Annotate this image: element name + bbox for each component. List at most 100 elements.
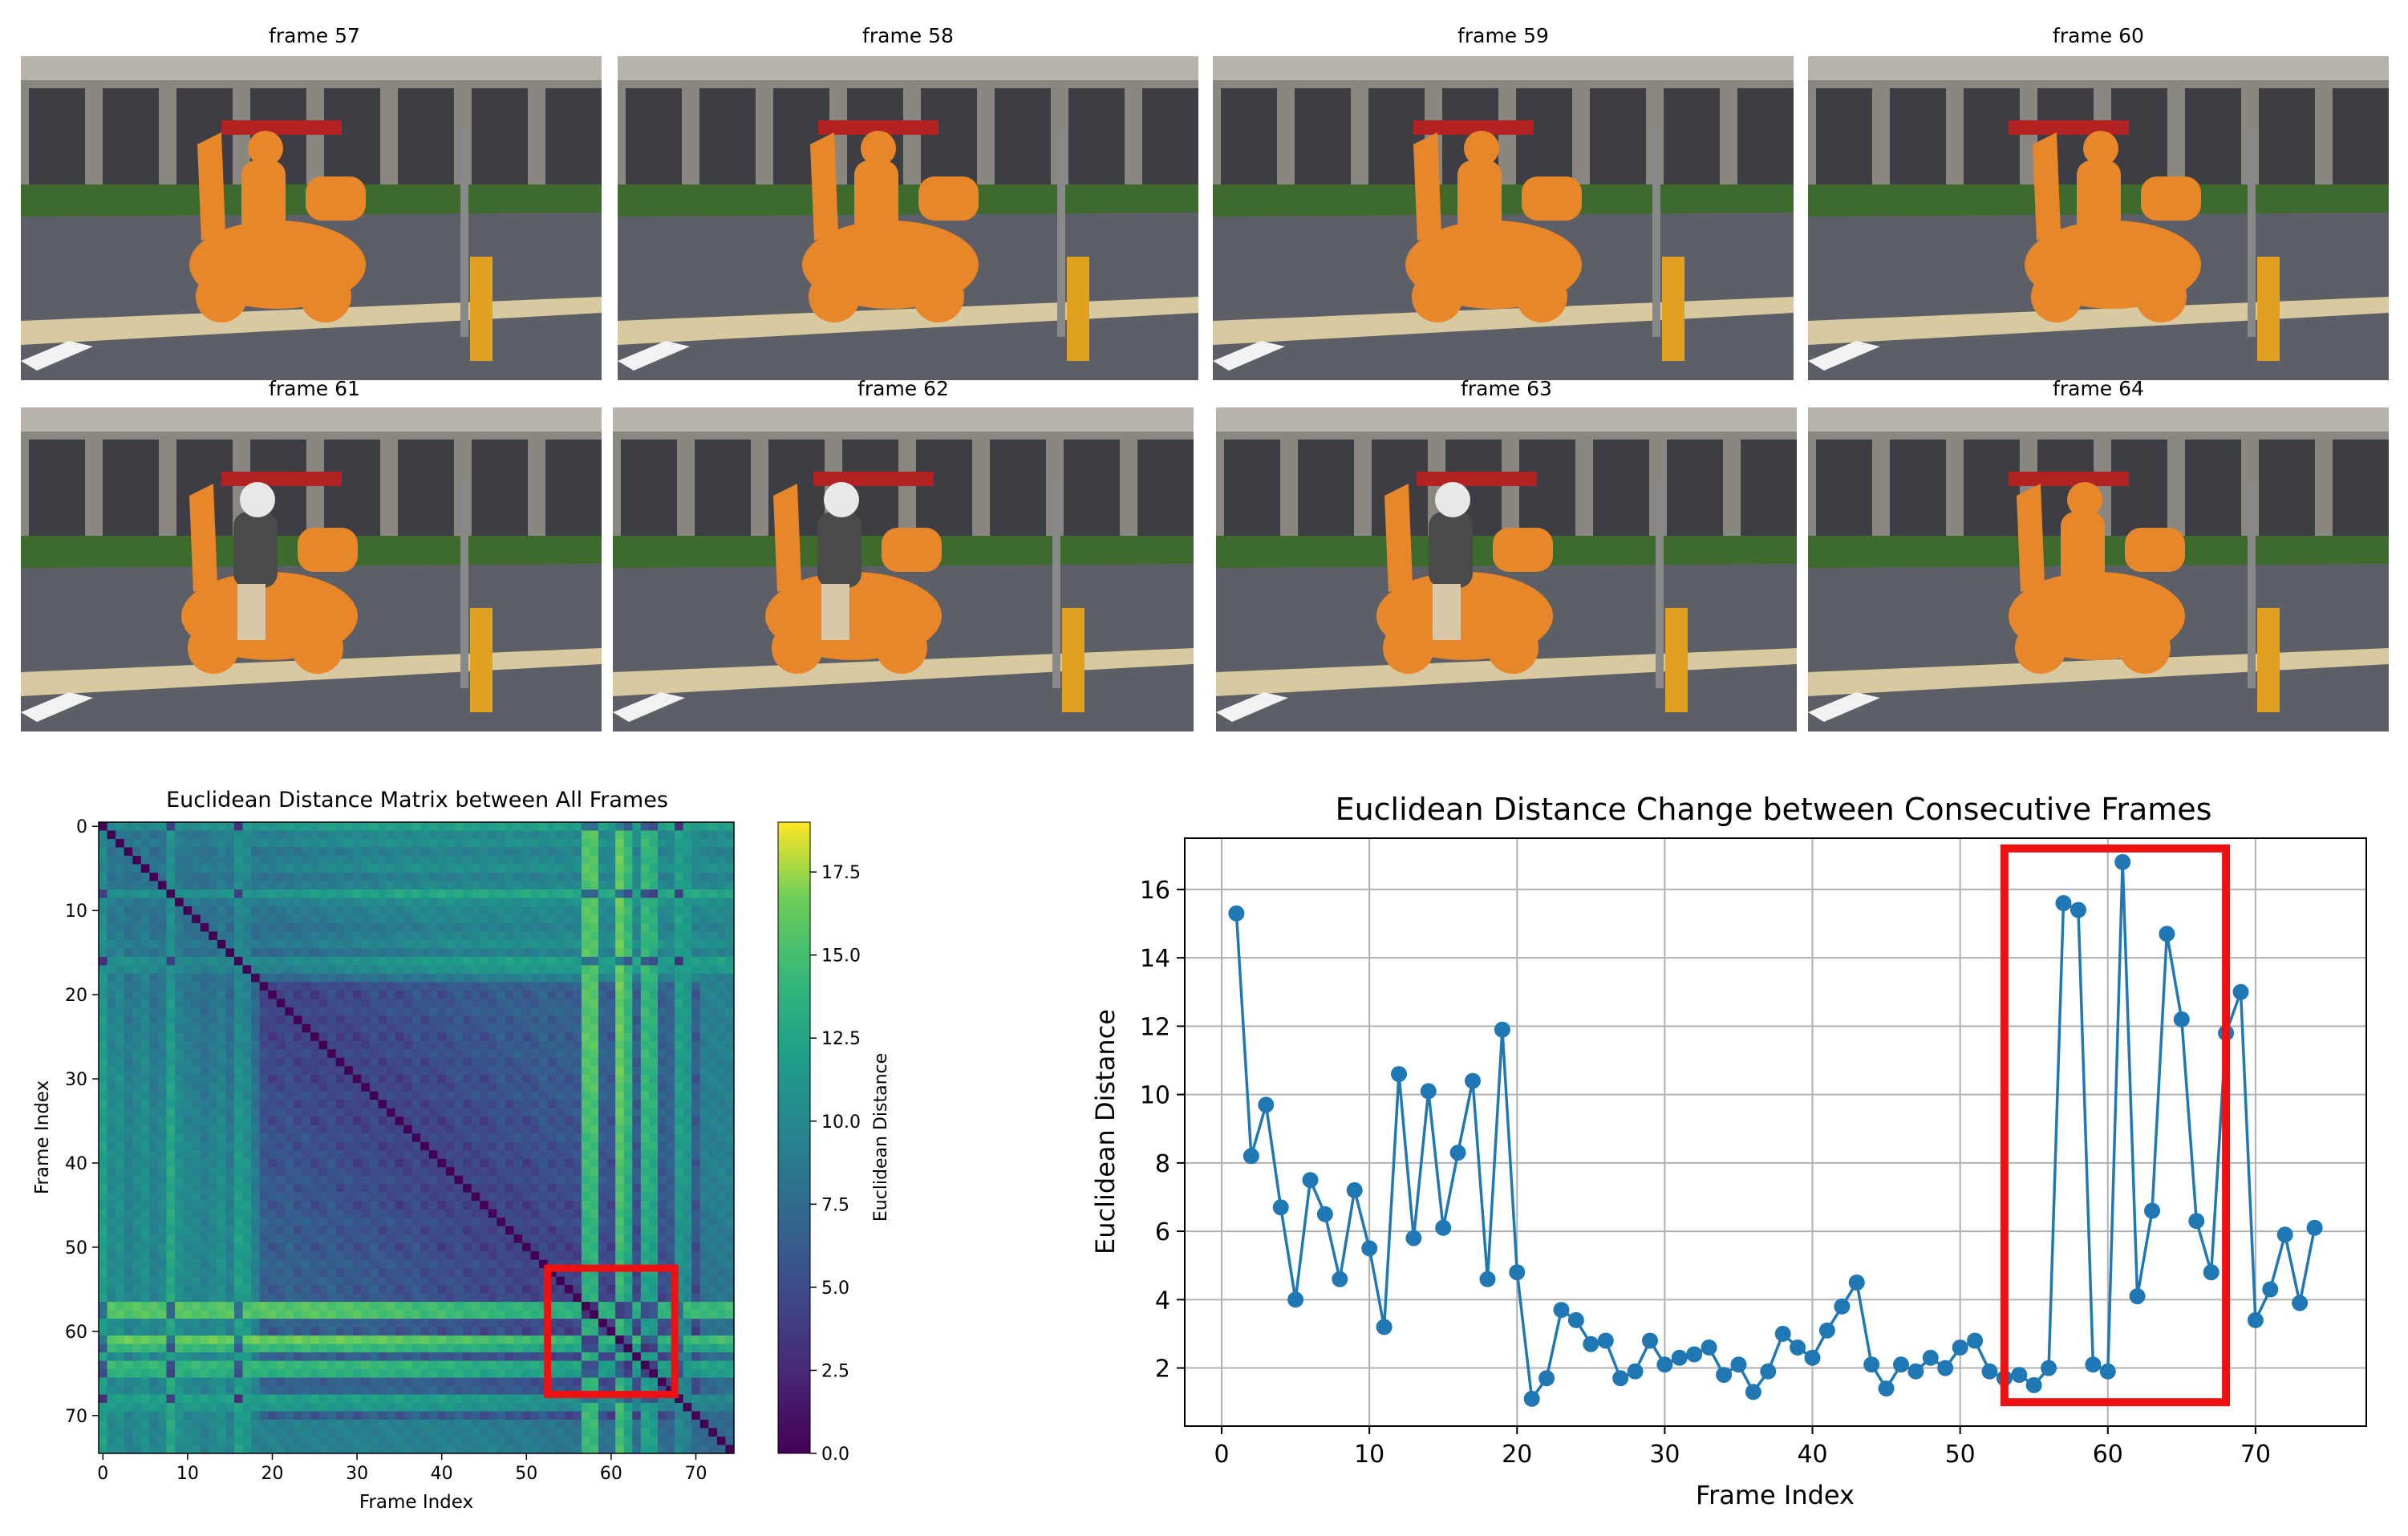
- heatmap-cell: [99, 864, 107, 873]
- heatmap-cell: [623, 1040, 633, 1050]
- heatmap-cell: [539, 1310, 549, 1319]
- heatmap-cell: [116, 982, 125, 991]
- heatmap-cell: [437, 1015, 447, 1025]
- heatmap-cell: [387, 1167, 395, 1177]
- heatmap-cell: [352, 1023, 362, 1033]
- heatmap-cell: [233, 1141, 243, 1151]
- heatmap-cell: [539, 1091, 549, 1100]
- heatmap-cell: [598, 1040, 607, 1050]
- heatmap-cell: [192, 847, 201, 857]
- heatmap-cell: [675, 898, 684, 907]
- top-case: [2125, 528, 2185, 572]
- heatmap-cell: [683, 889, 692, 898]
- heatmap-cell: [268, 1015, 278, 1025]
- heatmap-cell: [200, 1327, 209, 1336]
- heatmap-cell: [378, 1091, 387, 1100]
- heatmap-cell: [657, 1201, 667, 1210]
- heatmap-cell: [411, 1032, 421, 1042]
- heatmap-cell: [590, 1108, 599, 1117]
- heatmap-cell: [251, 1343, 261, 1353]
- heatmap-cell: [140, 1133, 150, 1143]
- sign-pole: [1652, 128, 1660, 337]
- heatmap-cell: [242, 965, 252, 975]
- heatmap-cell: [166, 1141, 176, 1151]
- heatmap-cell: [590, 1293, 599, 1303]
- heatmap-cell: [573, 1310, 582, 1319]
- heatmap-cell: [335, 1201, 345, 1210]
- heatmap-cell: [666, 1242, 675, 1252]
- heatmap-cell: [497, 939, 506, 949]
- heatmap-cell: [209, 1310, 218, 1319]
- heatmap-cell: [124, 922, 133, 932]
- heatmap-cell: [403, 830, 413, 840]
- heatmap-cell: [259, 1184, 269, 1194]
- heatmap-cell: [480, 1032, 489, 1042]
- heatmap-cell: [395, 838, 404, 848]
- heatmap-cell: [378, 1218, 387, 1227]
- heatmap-cell: [522, 956, 531, 966]
- heatmap-cell: [411, 1049, 421, 1059]
- heatmap-cell: [598, 1125, 607, 1134]
- heatmap-cell: [725, 1175, 735, 1185]
- heatmap-cell: [352, 1293, 362, 1303]
- heatmap-cell: [428, 1319, 438, 1327]
- heatmap-cell: [369, 956, 379, 966]
- heatmap-cell: [606, 1276, 616, 1286]
- heatmap-cell: [225, 1032, 235, 1042]
- heatmap-cell: [259, 830, 269, 840]
- heatmap-cell: [149, 1251, 159, 1261]
- heatmap-cell: [276, 1343, 286, 1353]
- heatmap-cell: [166, 1352, 176, 1361]
- heatmap-cell: [699, 881, 709, 890]
- heatmap-cell: [623, 948, 633, 958]
- heatmap-cell: [590, 1066, 599, 1076]
- heatmap-cell: [691, 1023, 701, 1033]
- heatmap-cell: [403, 1150, 413, 1160]
- heatmap-cell: [632, 990, 642, 999]
- heatmap-cell: [132, 1023, 142, 1033]
- heatmap-cell: [157, 1352, 167, 1361]
- heatmap-cell: [327, 1335, 337, 1344]
- heatmap-cell: [369, 1007, 379, 1016]
- heatmap-cell: [403, 1117, 413, 1126]
- heatmap-cell: [640, 1117, 650, 1126]
- heatmap-cell: [445, 1175, 455, 1185]
- heatmap-cell: [649, 847, 659, 857]
- heatmap-cell: [378, 1117, 387, 1126]
- heatmap-cell: [640, 1201, 650, 1210]
- heatmap-cell: [166, 1259, 176, 1269]
- heatmap-cell: [573, 1015, 582, 1025]
- heatmap-cell: [675, 1234, 684, 1244]
- heatmap-cell: [352, 855, 362, 865]
- heatmap-cell: [352, 1074, 362, 1084]
- heatmap-cell: [581, 1276, 590, 1286]
- heatmap-cell: [428, 1117, 438, 1126]
- heatmap-cell: [242, 1293, 252, 1303]
- heatmap-cell: [581, 1209, 590, 1218]
- heatmap-cell: [471, 1226, 480, 1235]
- heatmap-cell: [522, 1234, 531, 1244]
- heatmap-cell: [395, 1049, 404, 1059]
- heatmap-cell: [505, 914, 514, 924]
- heatmap-cell: [387, 1150, 395, 1160]
- heatmap-cell: [513, 1150, 523, 1160]
- heatmap-cell: [411, 1023, 421, 1033]
- rider-torso: [241, 160, 286, 237]
- heatmap-cell: [547, 1007, 557, 1016]
- heatmap-cell: [285, 898, 294, 907]
- heatmap-cell: [488, 1066, 497, 1076]
- heatmap-cell: [124, 1184, 133, 1194]
- heatmap-cell: [657, 830, 667, 840]
- heatmap-cell: [454, 1319, 464, 1327]
- heatmap-cell: [497, 1133, 506, 1143]
- heatmap-cell: [387, 990, 395, 999]
- heatmap-cell: [175, 973, 184, 983]
- heatmap-cell: [107, 1158, 116, 1168]
- rider-legs: [1461, 233, 1490, 289]
- heatmap-cell: [99, 1192, 107, 1202]
- heatmap-cell: [716, 847, 726, 857]
- heatmap-cell: [395, 1218, 404, 1227]
- heatmap-cell: [598, 847, 607, 857]
- heatmap-cell: [556, 822, 566, 831]
- heatmap-cell: [725, 1302, 735, 1311]
